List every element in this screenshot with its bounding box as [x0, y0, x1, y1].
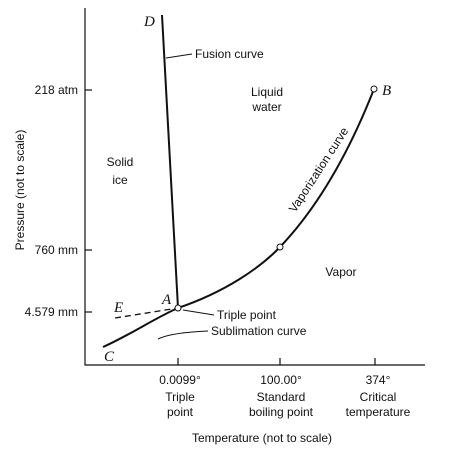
y-tick-label: 218 atm	[35, 83, 78, 97]
x-tick-caption: temperature	[346, 405, 411, 419]
region-label: ice	[112, 173, 128, 187]
leader	[157, 330, 209, 340]
x-tick-caption: Standard	[257, 390, 306, 404]
x-tick-label: 100.00°	[260, 373, 302, 387]
y-tick-label: 4.579 mm	[25, 305, 78, 319]
x-tick-caption: Triple	[165, 390, 195, 404]
y-axis-label: Pressure (not to scale)	[13, 130, 27, 251]
triple-point-marker	[174, 304, 182, 312]
y-tick-label: 760 mm	[35, 243, 78, 257]
axes	[84, 8, 425, 366]
fusion-line	[161, 14, 179, 309]
region-label: Liquid	[251, 85, 283, 99]
metastable-line	[114, 307, 179, 319]
curve-label: Fusion curve	[195, 47, 264, 61]
point-label: D	[143, 14, 155, 30]
ticks	[85, 89, 376, 365]
sublimation-line	[102, 307, 179, 348]
region-label: Vapor	[325, 265, 356, 279]
point-label: E	[113, 300, 123, 316]
region-label: Solid	[107, 155, 134, 169]
leader	[182, 309, 215, 316]
point-label: B	[382, 83, 391, 99]
point-label: A	[161, 292, 172, 308]
critical-point-marker	[370, 85, 378, 93]
x-tick-label: 374°	[366, 373, 391, 387]
boiling-point-marker	[276, 243, 284, 251]
x-tick-caption: boiling point	[249, 405, 314, 419]
curve-label: Triple point	[217, 308, 277, 322]
curve-label: Sublimation curve	[211, 324, 307, 338]
point-label: C	[104, 349, 115, 365]
curve-label: Vaporization curve	[286, 124, 352, 215]
leader	[165, 53, 193, 59]
x-tick-caption: Critical	[360, 390, 397, 404]
x-tick-label: 0.0099°	[159, 373, 201, 387]
x-tick-caption: point	[167, 405, 194, 419]
region-label: water	[251, 100, 281, 114]
x-axis-label: Temperature (not to scale)	[192, 431, 332, 445]
